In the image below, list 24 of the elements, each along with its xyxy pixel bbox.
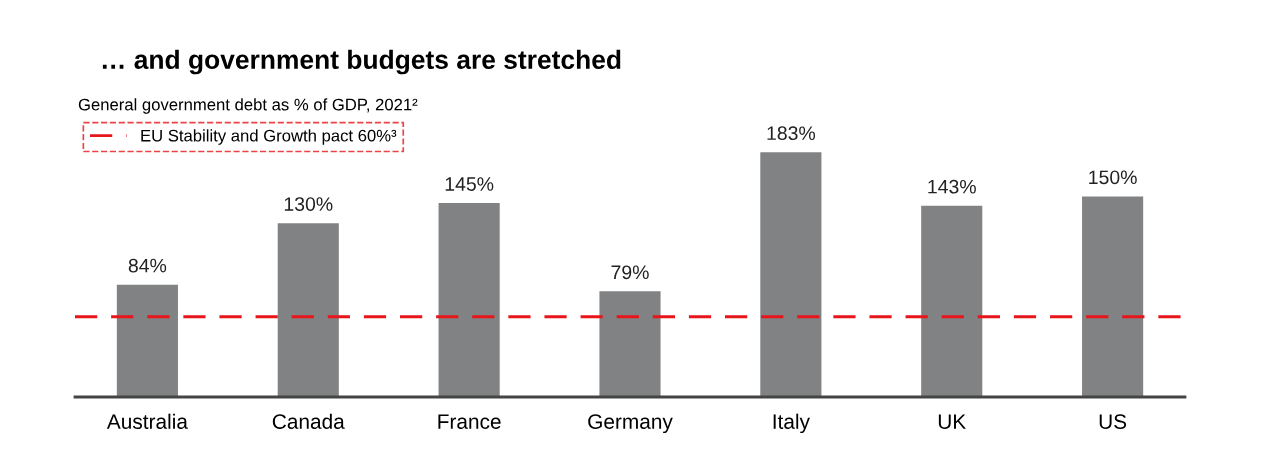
data-label: 84%: [128, 258, 167, 273]
bar: [921, 205, 983, 397]
x-tick-label: Italy: [773, 413, 810, 434]
data-label: 145%: [445, 177, 494, 191]
x-tick-label: France: [438, 414, 501, 429]
x-tick-label: Germany: [588, 414, 673, 434]
bar: [1082, 196, 1144, 397]
data-label: 183%: [767, 126, 816, 141]
x-tick-label: Canada: [272, 413, 345, 429]
x-tick-label: Australia: [106, 413, 188, 429]
data-label: 143%: [928, 179, 976, 194]
bar: [116, 284, 178, 397]
bar: [599, 291, 661, 397]
x-tick-label: US: [1099, 414, 1127, 429]
chart-title: … and government budgets are stretched: [102, 49, 621, 75]
bar: [438, 203, 500, 397]
data-label: 79%: [611, 265, 649, 280]
data-label: 130%: [284, 197, 333, 211]
legend-label: EU Stability and Growth pact 60%³: [141, 129, 397, 145]
chart-subtitle: General government debt as % of GDP, 2021²: [78, 98, 418, 114]
bar: [760, 152, 822, 397]
bar: [277, 223, 339, 397]
x-tick-label: UK: [938, 414, 966, 429]
data-label: 150%: [1089, 170, 1137, 185]
